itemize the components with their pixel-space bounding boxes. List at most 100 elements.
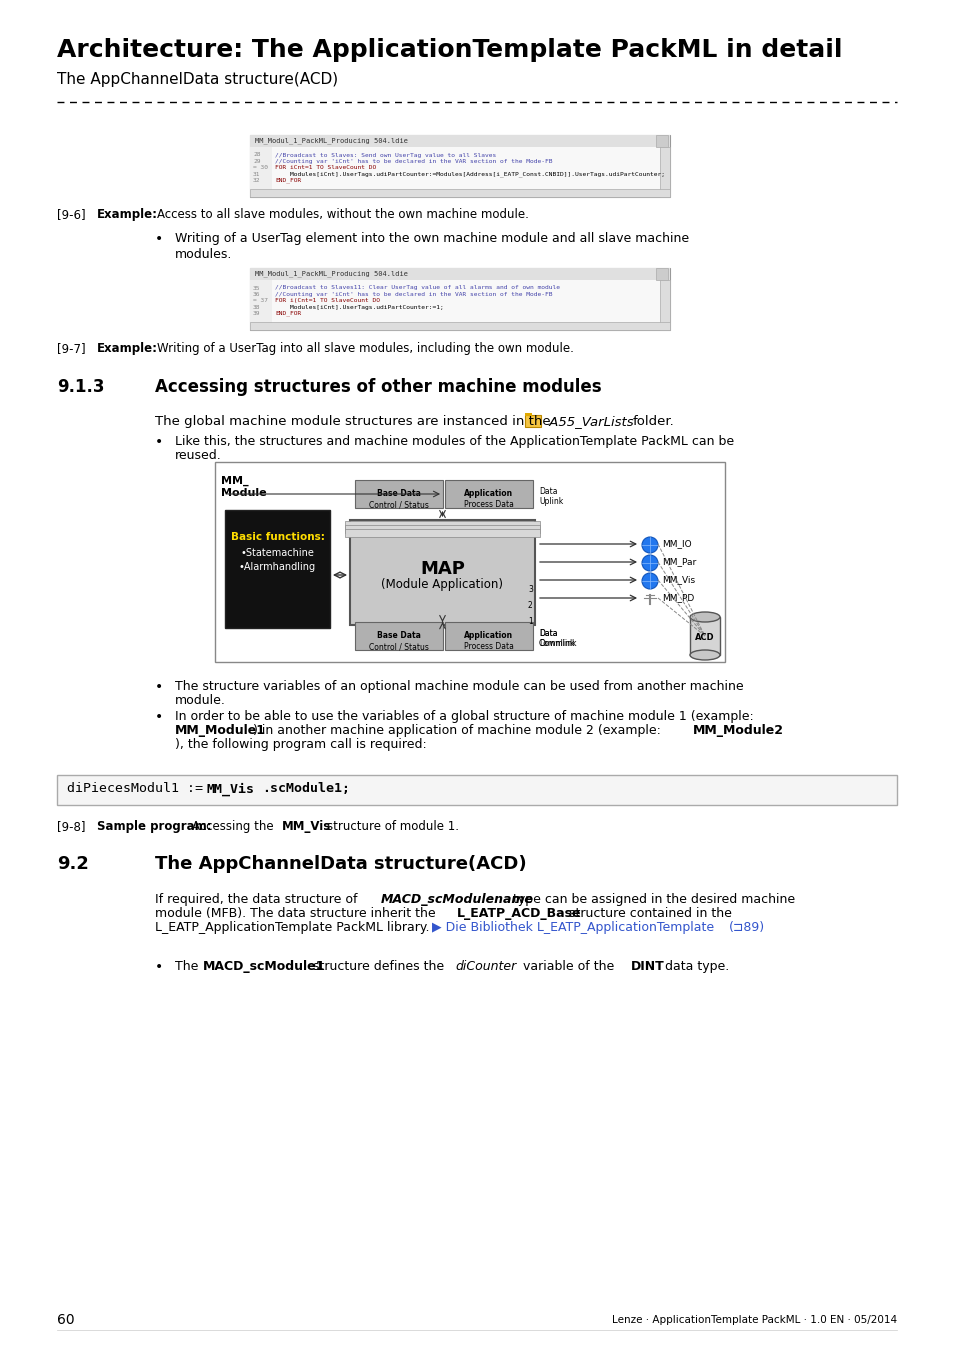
Text: The AppChannelData structure(ACD): The AppChannelData structure(ACD) (154, 855, 526, 873)
Circle shape (641, 572, 658, 589)
Text: MM_Module1: MM_Module1 (174, 724, 266, 737)
Text: Process Data: Process Data (463, 643, 514, 651)
Text: 31: 31 (253, 171, 260, 177)
FancyBboxPatch shape (350, 520, 535, 625)
Text: Application: Application (464, 630, 513, 640)
Text: //Broadcast to Slaves11: Clear UserTag value of all alarms and of own module: //Broadcast to Slaves11: Clear UserTag v… (274, 285, 559, 290)
Text: FOR i(Cnt=1 TO SlaveCount DO: FOR i(Cnt=1 TO SlaveCount DO (274, 298, 379, 304)
Text: Accessing structures of other machine modules: Accessing structures of other machine mo… (154, 378, 601, 396)
FancyBboxPatch shape (250, 269, 669, 279)
FancyBboxPatch shape (345, 521, 539, 529)
Text: Base Data: Base Data (376, 630, 420, 640)
Text: MACD_scModule1: MACD_scModule1 (203, 960, 325, 973)
Text: 32: 32 (253, 178, 260, 184)
Text: data type.: data type. (664, 960, 728, 973)
Text: = 37: = 37 (253, 298, 268, 304)
Text: Control / Status: Control / Status (369, 643, 429, 651)
Text: 9.2: 9.2 (57, 855, 89, 873)
Text: •: • (154, 232, 163, 246)
Text: •: • (154, 710, 163, 724)
Text: END_FOR: END_FOR (274, 310, 301, 316)
Text: If required, the data structure of: If required, the data structure of (154, 892, 361, 906)
FancyBboxPatch shape (689, 617, 720, 655)
FancyBboxPatch shape (444, 481, 533, 508)
Text: Downlink: Downlink (538, 639, 574, 648)
Text: L_EATP_ApplicationTemplate PackML library.: L_EATP_ApplicationTemplate PackML librar… (154, 921, 429, 934)
Text: ), the following program call is required:: ), the following program call is require… (174, 738, 426, 751)
Text: ACD: ACD (695, 633, 714, 643)
Text: In order to be able to use the variables of a global structure of machine module: In order to be able to use the variables… (174, 710, 753, 724)
Text: 35: 35 (253, 285, 260, 290)
Text: •: • (154, 435, 163, 450)
Text: MM_Modul_1_PackML_Producing 504.ldie: MM_Modul_1_PackML_Producing 504.ldie (254, 271, 408, 277)
Text: .scModule1;: .scModule1; (262, 783, 350, 795)
FancyBboxPatch shape (57, 775, 896, 805)
Ellipse shape (689, 612, 720, 622)
Text: diPiecesModul1 :=: diPiecesModul1 := (67, 783, 211, 795)
Text: structure contained in the: structure contained in the (568, 907, 731, 919)
FancyBboxPatch shape (345, 529, 539, 537)
FancyBboxPatch shape (250, 147, 272, 197)
Text: MM_: MM_ (221, 477, 249, 486)
FancyBboxPatch shape (524, 413, 532, 416)
Text: MM_Module2: MM_Module2 (692, 724, 783, 737)
Text: [9-6]: [9-6] (57, 208, 86, 221)
FancyBboxPatch shape (345, 525, 539, 533)
Text: module.: module. (174, 694, 226, 707)
Text: 60: 60 (57, 1314, 74, 1327)
Text: variable of the: variable of the (522, 960, 618, 973)
Text: A55_VarLists: A55_VarLists (544, 414, 633, 428)
FancyBboxPatch shape (444, 622, 533, 649)
Circle shape (641, 555, 658, 571)
Text: [9-8]: [9-8] (57, 819, 86, 833)
Text: The structure variables of an optional machine module can be used from another m: The structure variables of an optional m… (174, 680, 742, 693)
FancyBboxPatch shape (524, 414, 540, 427)
Text: DINT: DINT (630, 960, 664, 973)
Text: //Counting var 'iCnt' has to be declared in the VAR section of the Mode-FB: //Counting var 'iCnt' has to be declared… (274, 292, 552, 297)
FancyBboxPatch shape (355, 622, 442, 649)
Text: Application: Application (464, 489, 513, 498)
Text: Base Data: Base Data (376, 489, 420, 498)
Text: reused.: reused. (174, 450, 221, 462)
Text: MM_Vis: MM_Vis (282, 819, 331, 833)
Text: Writing of a UserTag into all slave modules, including the own module.: Writing of a UserTag into all slave modu… (157, 342, 574, 355)
Text: Access to all slave modules, without the own machine module.: Access to all slave modules, without the… (157, 208, 528, 221)
Text: Data: Data (538, 629, 557, 639)
Text: 36: 36 (253, 292, 260, 297)
Text: 1: 1 (527, 617, 532, 626)
Text: Modules[iCnt].UserTags.udiPartCounter:=Modules[Address[i_EATP_Const.CNBID]].User: Modules[iCnt].UserTags.udiPartCounter:=M… (274, 171, 664, 177)
Text: Control / Status: Control / Status (369, 500, 429, 509)
Text: Writing of a UserTag element into the own machine module and all slave machine: Writing of a UserTag element into the ow… (174, 232, 688, 244)
Text: The global machine module structures are instanced in the: The global machine module structures are… (154, 414, 550, 428)
Text: diCounter: diCounter (455, 960, 516, 973)
Text: MACD_scModulename: MACD_scModulename (380, 892, 534, 906)
Text: Accessing the: Accessing the (192, 819, 274, 833)
Text: modules.: modules. (174, 248, 233, 261)
Text: structure of module 1.: structure of module 1. (327, 819, 458, 833)
Text: L_EATP_ACD_Base: L_EATP_ACD_Base (456, 907, 581, 919)
Text: (⊐89): (⊐89) (728, 921, 764, 934)
FancyBboxPatch shape (659, 147, 669, 197)
Text: Lenze · ApplicationTemplate PackML · 1.0 EN · 05/2014: Lenze · ApplicationTemplate PackML · 1.0… (611, 1315, 896, 1324)
Text: •: • (154, 960, 163, 973)
FancyBboxPatch shape (250, 323, 669, 329)
Text: MM_Modul_1_PackML_Producing 504.ldie: MM_Modul_1_PackML_Producing 504.ldie (254, 138, 408, 144)
Text: •Statemachine: •Statemachine (240, 548, 314, 558)
Text: Uplink: Uplink (538, 497, 562, 506)
Text: 39: 39 (253, 310, 260, 316)
Text: Data: Data (538, 629, 557, 639)
Text: [9-7]: [9-7] (57, 342, 86, 355)
Text: ▶ Die Bibliothek L_EATP_ApplicationTemplate: ▶ Die Bibliothek L_EATP_ApplicationTempl… (432, 921, 714, 934)
Text: MAP: MAP (419, 560, 464, 578)
Text: //Broadcast to Slaves: Send own UserTag value to all Slaves: //Broadcast to Slaves: Send own UserTag … (274, 153, 496, 158)
Text: 38: 38 (253, 305, 260, 309)
Text: Commlink: Commlink (538, 639, 577, 648)
Text: MM_Par: MM_Par (661, 558, 696, 567)
Text: 9.1.3: 9.1.3 (57, 378, 105, 396)
Text: MM_Vis: MM_Vis (661, 575, 695, 585)
Text: •: • (154, 680, 163, 694)
Text: module (MFB). The data structure inherit the: module (MFB). The data structure inherit… (154, 907, 439, 919)
Text: MM_PD: MM_PD (661, 594, 694, 602)
Text: •Alarmhandling: •Alarmhandling (238, 562, 315, 572)
Text: The AppChannelData structure(ACD): The AppChannelData structure(ACD) (57, 72, 337, 86)
